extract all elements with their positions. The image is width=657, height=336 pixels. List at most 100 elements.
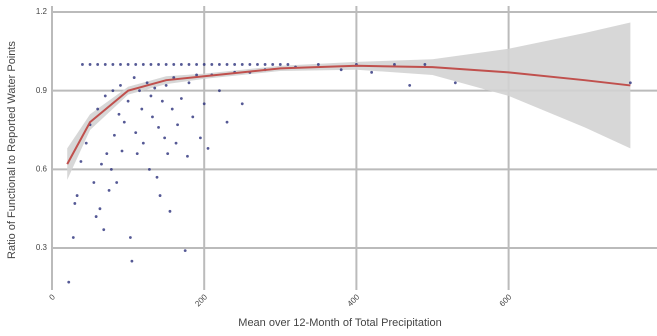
point — [191, 115, 195, 119]
point — [256, 63, 259, 66]
point — [67, 280, 71, 284]
x-tick-label: 600 — [498, 292, 514, 308]
point — [119, 63, 122, 66]
point — [176, 123, 179, 127]
point — [122, 120, 126, 124]
point — [157, 125, 160, 129]
point — [111, 63, 115, 66]
point — [126, 63, 130, 66]
point — [109, 167, 113, 171]
point — [202, 63, 206, 66]
point — [134, 131, 138, 135]
point — [92, 181, 96, 184]
fit-line — [66, 64, 631, 165]
point — [278, 63, 282, 66]
point — [88, 63, 92, 66]
confidence-band — [67, 22, 631, 180]
point — [84, 141, 88, 145]
point — [370, 70, 374, 74]
x-tick-label: 200 — [193, 292, 209, 308]
point — [73, 202, 77, 205]
point — [408, 84, 412, 87]
point — [155, 175, 159, 179]
point — [240, 63, 244, 66]
point — [423, 63, 427, 66]
y-tick-label: 0.9 — [36, 86, 48, 95]
x-tick-label: 400 — [345, 292, 361, 308]
point — [168, 209, 172, 213]
point — [628, 81, 632, 85]
point — [149, 63, 153, 66]
point — [145, 81, 149, 85]
point — [240, 102, 244, 106]
point — [120, 149, 124, 153]
point — [96, 63, 100, 66]
point — [183, 249, 187, 253]
point — [103, 94, 107, 98]
point — [210, 63, 214, 66]
point — [225, 63, 229, 66]
point — [195, 73, 198, 77]
point — [113, 133, 116, 137]
point — [172, 63, 176, 66]
point — [135, 152, 139, 156]
point — [75, 194, 79, 197]
point — [187, 81, 191, 85]
point — [100, 162, 103, 166]
point — [263, 63, 267, 66]
point — [233, 63, 237, 66]
point — [218, 63, 221, 66]
point — [218, 89, 221, 93]
point — [102, 228, 106, 232]
point — [132, 76, 136, 79]
point — [81, 63, 84, 66]
point — [149, 94, 153, 98]
point — [126, 99, 130, 103]
x-axis-title: Mean over 12-Month of Total Precipitatio… — [238, 317, 441, 329]
point — [166, 152, 170, 156]
point — [148, 167, 151, 171]
point — [187, 63, 191, 66]
point — [117, 112, 121, 116]
y-tick-label: 1.2 — [36, 7, 48, 16]
point — [141, 141, 145, 145]
point — [140, 107, 144, 111]
point — [79, 160, 83, 163]
point — [172, 76, 176, 79]
point — [96, 107, 100, 111]
point — [163, 136, 167, 140]
point — [453, 81, 457, 85]
point — [157, 63, 160, 66]
point — [179, 97, 183, 100]
point — [119, 84, 122, 87]
point — [138, 89, 141, 93]
point — [186, 154, 189, 158]
point — [164, 84, 168, 87]
point — [94, 215, 98, 218]
point — [248, 63, 252, 66]
point — [339, 68, 343, 72]
y-axis-title: Ratio of Functional to Reported Water Po… — [6, 41, 18, 259]
point — [111, 89, 115, 93]
x-tick-label: 0 — [47, 292, 57, 302]
point — [174, 141, 178, 145]
point — [98, 207, 102, 211]
point — [130, 259, 134, 263]
y-tick-label: 0.3 — [36, 243, 48, 252]
point — [164, 63, 168, 66]
point — [141, 63, 145, 66]
y-tick-label: 0.6 — [36, 164, 48, 173]
point — [316, 63, 320, 66]
point — [151, 115, 154, 119]
point — [195, 63, 198, 66]
point — [225, 120, 229, 124]
point — [107, 188, 111, 192]
point — [103, 63, 107, 66]
point — [115, 181, 119, 184]
point — [153, 86, 157, 90]
point — [105, 152, 109, 156]
point — [198, 136, 202, 140]
point — [158, 194, 162, 197]
